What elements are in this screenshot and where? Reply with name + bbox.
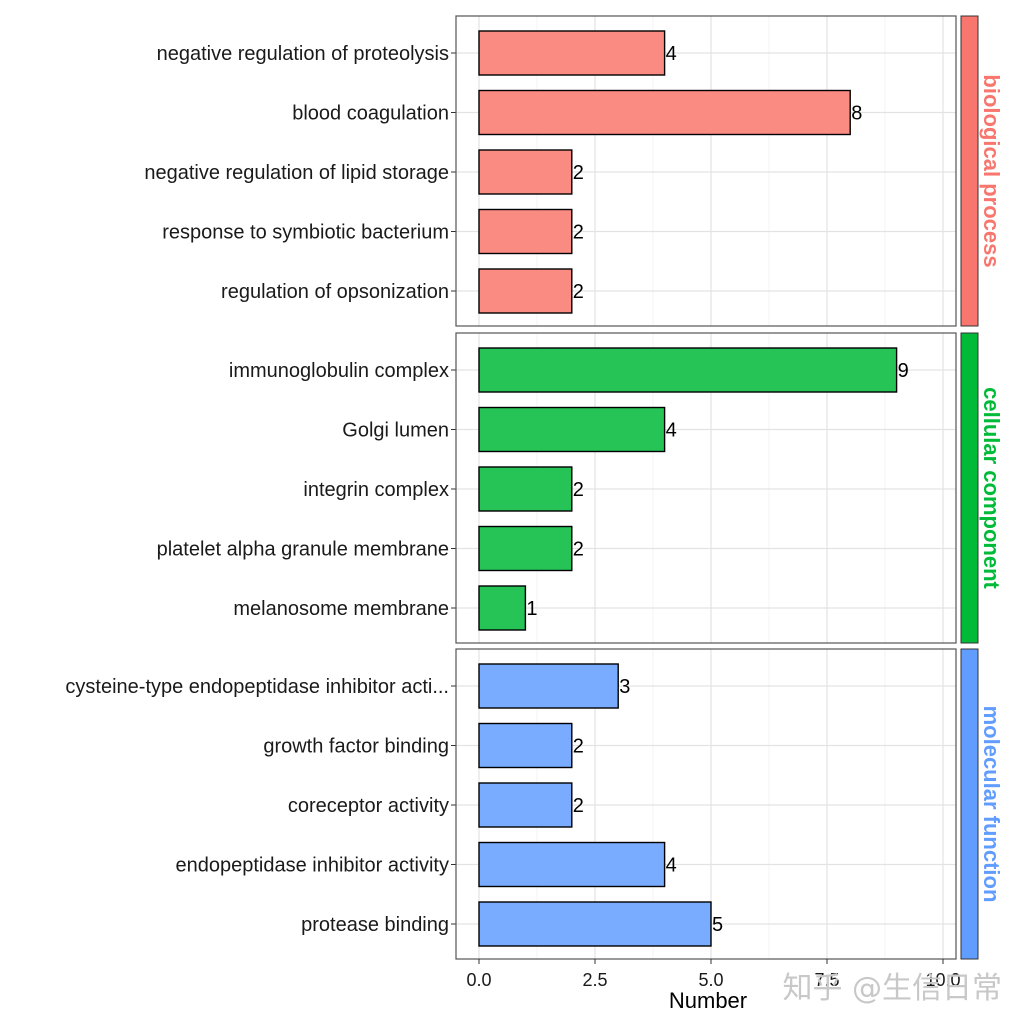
x-tick-label: 2.5 xyxy=(582,970,607,990)
facet-strip-molecular-function xyxy=(960,648,979,960)
category-label-growth-factor-binding: growth factor binding xyxy=(263,736,449,758)
value-label-growth-factor-binding: 2 xyxy=(573,736,584,758)
bar-immunoglobulin-complex xyxy=(478,347,898,393)
bar-protease-binding xyxy=(478,901,712,947)
value-label-regulation-of-opsonization: 2 xyxy=(573,281,584,303)
panel-border-molecular-function xyxy=(455,648,957,960)
value-label-platelet-alpha-granule-membrane: 2 xyxy=(573,539,584,561)
panel-border-biological-process xyxy=(455,15,957,327)
category-label-melanosome-membrane: melanosome membrane xyxy=(233,598,449,620)
bar-cysteine-type-endopeptidase-inhibitor-acti xyxy=(478,663,619,709)
category-label-immunoglobulin-complex: immunoglobulin complex xyxy=(229,360,449,382)
bar-negative-regulation-of-lipid-storage xyxy=(478,149,573,195)
facet-strip-cellular-component xyxy=(960,332,979,644)
bar-platelet-alpha-granule-membrane xyxy=(478,525,573,572)
x-tick-label: 7.5 xyxy=(814,970,839,990)
value-label-negative-regulation-of-proteolysis: 4 xyxy=(666,43,677,65)
x-tick-label: 0.0 xyxy=(466,970,491,990)
category-label-negative-regulation-of-proteolysis: negative regulation of proteolysis xyxy=(157,43,449,65)
category-label-endopeptidase-inhibitor-activity: endopeptidase inhibitor activity xyxy=(175,855,449,877)
facet-label-biological-process: biological process xyxy=(979,74,1004,267)
category-label-regulation-of-opsonization: regulation of opsonization xyxy=(221,281,449,303)
bar-blood-coagulation xyxy=(478,89,851,136)
value-label-protease-binding: 5 xyxy=(712,914,723,936)
value-label-coreceptor-activity: 2 xyxy=(573,795,584,817)
bar-integrin-complex xyxy=(478,466,573,512)
bar-response-to-symbiotic-bacterium xyxy=(478,208,573,255)
value-label-cysteine-type-endopeptidase-inhibitor-acti: 3 xyxy=(619,676,630,698)
category-label-golgi-lumen: Golgi lumen xyxy=(342,420,449,442)
value-label-endopeptidase-inhibitor-activity: 4 xyxy=(666,855,677,877)
x-tick-label: 10.0 xyxy=(925,970,960,990)
category-label-blood-coagulation: blood coagulation xyxy=(292,103,449,125)
watermark: 知乎 @生信日常 xyxy=(782,971,1002,1006)
category-label-platelet-alpha-granule-membrane: platelet alpha granule membrane xyxy=(157,539,449,561)
value-label-blood-coagulation: 8 xyxy=(851,103,862,125)
value-label-golgi-lumen: 4 xyxy=(666,420,677,442)
x-tick-label: 5.0 xyxy=(698,970,723,990)
category-label-coreceptor-activity: coreceptor activity xyxy=(288,795,449,817)
bar-endopeptidase-inhibitor-activity xyxy=(478,841,666,888)
category-label-protease-binding: protease binding xyxy=(301,914,449,936)
bar-melanosome-membrane xyxy=(478,585,527,631)
category-label-cysteine-type-endopeptidase-inhibitor-acti: cysteine-type endopeptidase inhibitor ac… xyxy=(65,676,449,698)
facet-label-cellular-component: cellular component xyxy=(979,387,1004,589)
value-label-negative-regulation-of-lipid-storage: 2 xyxy=(573,162,584,184)
value-label-response-to-symbiotic-bacterium: 2 xyxy=(573,222,584,244)
facet-strip-biological-process xyxy=(960,15,979,327)
category-label-negative-regulation-of-lipid-storage: negative regulation of lipid storage xyxy=(144,162,449,184)
panel-border-cellular-component xyxy=(455,332,957,644)
category-label-integrin-complex: integrin complex xyxy=(303,479,449,501)
bar-negative-regulation-of-proteolysis xyxy=(478,30,666,76)
bar-growth-factor-binding xyxy=(478,722,573,769)
bar-coreceptor-activity xyxy=(478,782,573,828)
category-label-response-to-symbiotic-bacterium: response to symbiotic bacterium xyxy=(162,222,449,244)
value-label-melanosome-membrane: 1 xyxy=(526,598,537,620)
x-axis-title: Number xyxy=(669,988,747,1013)
value-label-immunoglobulin-complex: 9 xyxy=(898,360,909,382)
facet-label-molecular-function: molecular function xyxy=(979,706,1004,903)
bar-regulation-of-opsonization xyxy=(478,268,573,314)
bar-golgi-lumen xyxy=(478,406,666,453)
value-label-integrin-complex: 2 xyxy=(573,479,584,501)
